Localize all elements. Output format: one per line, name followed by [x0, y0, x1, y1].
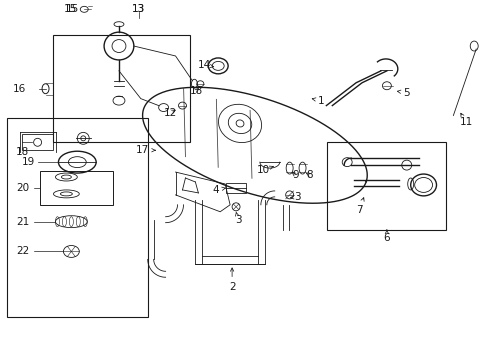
Bar — [21, 134, 53, 150]
Text: 16: 16 — [13, 84, 26, 94]
Text: 1: 1 — [311, 96, 324, 105]
Bar — [225, 183, 245, 193]
Text: 2: 2 — [228, 268, 235, 292]
Text: 18: 18 — [189, 86, 203, 96]
Text: 8: 8 — [305, 170, 312, 180]
Text: 15: 15 — [65, 4, 79, 14]
Text: 18: 18 — [16, 147, 29, 157]
Text: 6: 6 — [383, 230, 389, 243]
Text: 13: 13 — [132, 4, 145, 14]
Text: 20: 20 — [16, 183, 29, 193]
Text: 5: 5 — [397, 88, 409, 98]
Text: 4: 4 — [212, 185, 225, 195]
Text: 3: 3 — [290, 192, 300, 202]
Bar — [7, 118, 147, 317]
Text: 15: 15 — [64, 4, 77, 14]
Text: 19: 19 — [21, 157, 35, 167]
Text: 11: 11 — [459, 113, 472, 127]
Text: 12: 12 — [163, 108, 177, 117]
Text: 21: 21 — [16, 217, 29, 227]
Text: 9: 9 — [292, 170, 298, 180]
Text: 17: 17 — [136, 145, 155, 155]
Text: 7: 7 — [355, 198, 364, 215]
Text: 22: 22 — [16, 247, 29, 256]
Bar — [326, 142, 446, 230]
Bar — [40, 171, 113, 205]
Text: 10: 10 — [257, 165, 273, 175]
Bar — [53, 35, 190, 142]
Text: 14: 14 — [197, 60, 213, 70]
Text: 3: 3 — [234, 212, 241, 225]
Text: 13: 13 — [132, 4, 145, 14]
